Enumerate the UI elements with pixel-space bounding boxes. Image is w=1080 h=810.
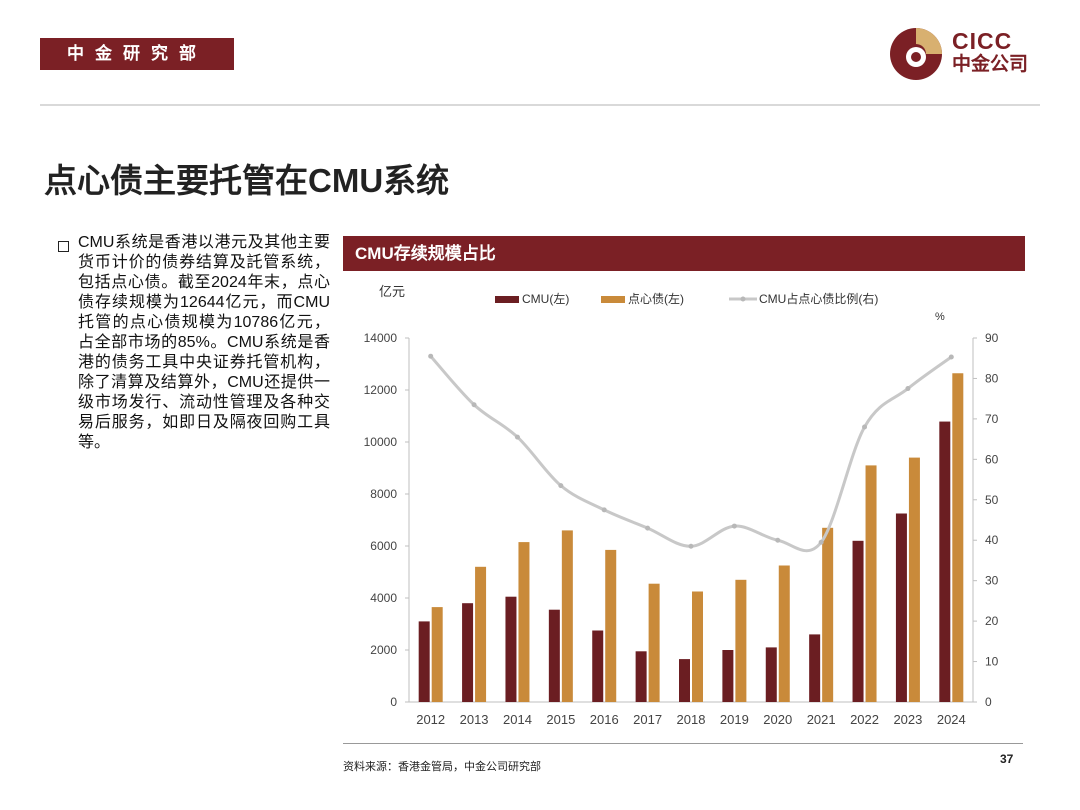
x-tick-label: 2014 xyxy=(503,712,532,727)
bullet-paragraph: CMU系统是香港以港元及其他主要货币计价的债券结算及託管系统，包括点心债。截至2… xyxy=(78,234,330,451)
ratio-point xyxy=(645,525,651,531)
ratio-point xyxy=(862,424,868,430)
legend-cmu-label: CMU(左) xyxy=(522,291,569,306)
right-tick-label: 10 xyxy=(985,655,999,669)
legend-cmu-swatch xyxy=(495,296,519,303)
ratio-point xyxy=(731,523,737,529)
legend-ratio-label: CMU占点心债比例(右) xyxy=(759,291,878,306)
dimsum-bar xyxy=(605,549,617,702)
page-title: 点心债主要托管在CMU系统 xyxy=(44,162,450,199)
cmu-bar xyxy=(462,603,474,702)
x-tick-label: 2023 xyxy=(893,712,922,727)
left-tick-label: 6000 xyxy=(370,539,397,553)
ratio-point xyxy=(601,507,607,513)
x-tick-label: 2017 xyxy=(633,712,662,727)
ratio-point xyxy=(558,483,564,489)
right-tick-label: 0 xyxy=(985,695,992,709)
department-badge: 中金研究部 xyxy=(40,38,234,70)
left-tick-label: 4000 xyxy=(370,591,397,605)
cmu-bar xyxy=(418,621,430,702)
cmu-bar xyxy=(809,634,821,702)
ratio-point xyxy=(514,434,520,440)
right-tick-label: 70 xyxy=(985,412,999,426)
x-tick-label: 2019 xyxy=(720,712,749,727)
page-number: 37 xyxy=(1000,752,1014,766)
x-tick-label: 2018 xyxy=(677,712,706,727)
dimsum-bar xyxy=(431,607,443,702)
ratio-point xyxy=(428,353,434,359)
ratio-point xyxy=(818,539,824,545)
combo-chart: 0 2000 4000 6000 8000 10000 12000 14000 0 10 20 30 4… xyxy=(364,284,999,727)
ratio-point xyxy=(775,537,781,543)
legend-dimsum-label: 点心债(左) xyxy=(628,291,684,306)
right-tick-label: 40 xyxy=(985,533,999,547)
right-tick-label: 60 xyxy=(985,452,999,466)
source-note: 资料来源：香港金管局，中金公司研究部 xyxy=(343,761,541,773)
ratio-point xyxy=(948,354,954,360)
cmu-bar xyxy=(852,540,864,702)
logo-english-text: CICC xyxy=(952,28,1013,54)
right-tick-label: 90 xyxy=(985,331,999,345)
dimsum-bar xyxy=(865,465,877,702)
ratio-point xyxy=(471,402,477,408)
cmu-bar xyxy=(679,659,690,702)
x-tick-label: 2024 xyxy=(937,712,966,727)
x-tick-label: 2021 xyxy=(807,712,836,727)
cmu-bar xyxy=(548,609,560,702)
left-tick-label: 12000 xyxy=(364,383,398,397)
legend-dimsum-swatch xyxy=(601,296,625,303)
source-divider xyxy=(343,743,1023,744)
left-tick-label: 10000 xyxy=(364,435,398,449)
x-tick-label: 2013 xyxy=(460,712,489,727)
dimsum-bar xyxy=(908,457,920,702)
right-tick-label: 30 xyxy=(985,574,999,588)
x-tick-label: 2022 xyxy=(850,712,879,727)
x-tick-label: 2012 xyxy=(416,712,445,727)
left-axis-unit: 亿元 xyxy=(379,284,405,299)
left-tick-label: 14000 xyxy=(364,331,398,345)
x-tick-label: 2020 xyxy=(763,712,792,727)
dimsum-bar xyxy=(822,527,834,702)
x-tick-label: 2016 xyxy=(590,712,619,727)
dimsum-bar xyxy=(735,579,747,702)
dimsum-bar xyxy=(518,542,530,702)
left-tick-label: 2000 xyxy=(370,643,397,657)
bullet-square-icon xyxy=(58,241,69,252)
ratio-point xyxy=(905,386,911,392)
dimsum-bar xyxy=(778,565,790,702)
right-tick-label: 20 xyxy=(985,614,999,628)
cmu-bar xyxy=(505,596,517,702)
cicc-logo: CICC 中金公司 xyxy=(888,26,1048,82)
left-tick-label: 0 xyxy=(390,695,397,709)
cmu-bar xyxy=(592,630,604,702)
ratio-point xyxy=(688,543,694,549)
cmu-bar xyxy=(722,650,734,702)
right-tick-label: 80 xyxy=(985,371,999,385)
dimsum-bar xyxy=(692,591,703,702)
dimsum-bar xyxy=(648,583,660,702)
header-divider xyxy=(40,104,1040,106)
cmu-bar xyxy=(939,421,951,702)
cmu-bar xyxy=(635,651,647,702)
legend-ratio-marker xyxy=(740,296,746,302)
right-tick-label: 50 xyxy=(985,493,999,507)
cicc-logo-icon xyxy=(890,28,942,80)
cmu-bar xyxy=(765,647,777,702)
dimsum-bar xyxy=(561,530,573,702)
chart-header: CMU存续规模占比 xyxy=(343,236,1025,271)
left-tick-label: 8000 xyxy=(370,487,397,501)
dimsum-bar xyxy=(952,373,964,702)
logo-chinese-text: 中金公司 xyxy=(952,54,1029,75)
right-axis-unit: % xyxy=(935,311,945,323)
cmu-bar xyxy=(895,513,907,702)
x-tick-label: 2015 xyxy=(546,712,575,727)
dimsum-bar xyxy=(475,566,487,702)
